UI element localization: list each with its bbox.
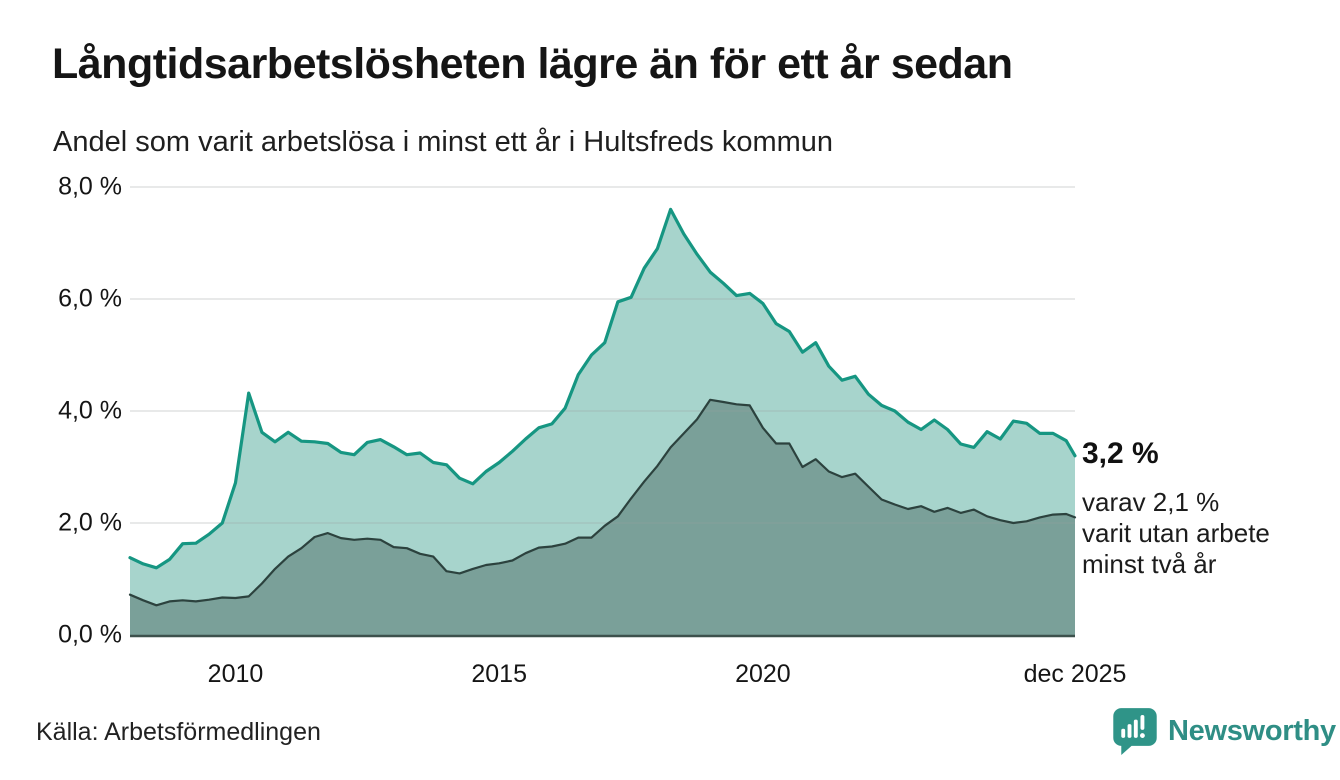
chart-title: Långtidsarbetslösheten lägre än för ett … [52,40,1013,88]
y-axis-label: 2,0 % [58,508,122,537]
x-axis-label: 2020 [735,660,791,688]
end-value-detail-line: minst två år [1082,549,1217,579]
x-axis-label: dec 2025 [1023,660,1127,688]
y-axis-label: 8,0 % [58,172,122,201]
newsworthy-logo-text: Newsworthy [1168,714,1336,747]
y-axis-label: 4,0 % [58,396,122,425]
y-axis-label: 6,0 % [58,284,122,313]
bar-chart-glyph [1121,715,1145,738]
source-caption: Källa: Arbetsförmedlingen [36,718,321,746]
series-line-1 [128,398,1077,607]
y-axis-label: 0,0 % [58,620,122,649]
newsworthy-logo[interactable]: Newsworthy [1112,705,1336,757]
x-axis-label: 2010 [207,660,264,688]
end-value-detail: varav 2,1 % varit utan arbete minst två … [1082,487,1312,580]
x-axis-label: 2015 [471,660,527,688]
newsworthy-logo-icon [1113,708,1157,755]
chart-subtitle: Andel som varit arbetslösa i minst ett å… [53,126,834,158]
end-value-annotation: 3,2 % varav 2,1 % varit utan arbete mins… [1082,437,1312,580]
end-value-label: 3,2 % [1082,437,1159,470]
end-value-detail-line: varav 2,1 % [1082,487,1220,517]
area-fill-1 [130,399,1075,635]
series-line-0 [128,207,1077,570]
end-value-detail-line: varit utan arbete [1082,518,1270,548]
